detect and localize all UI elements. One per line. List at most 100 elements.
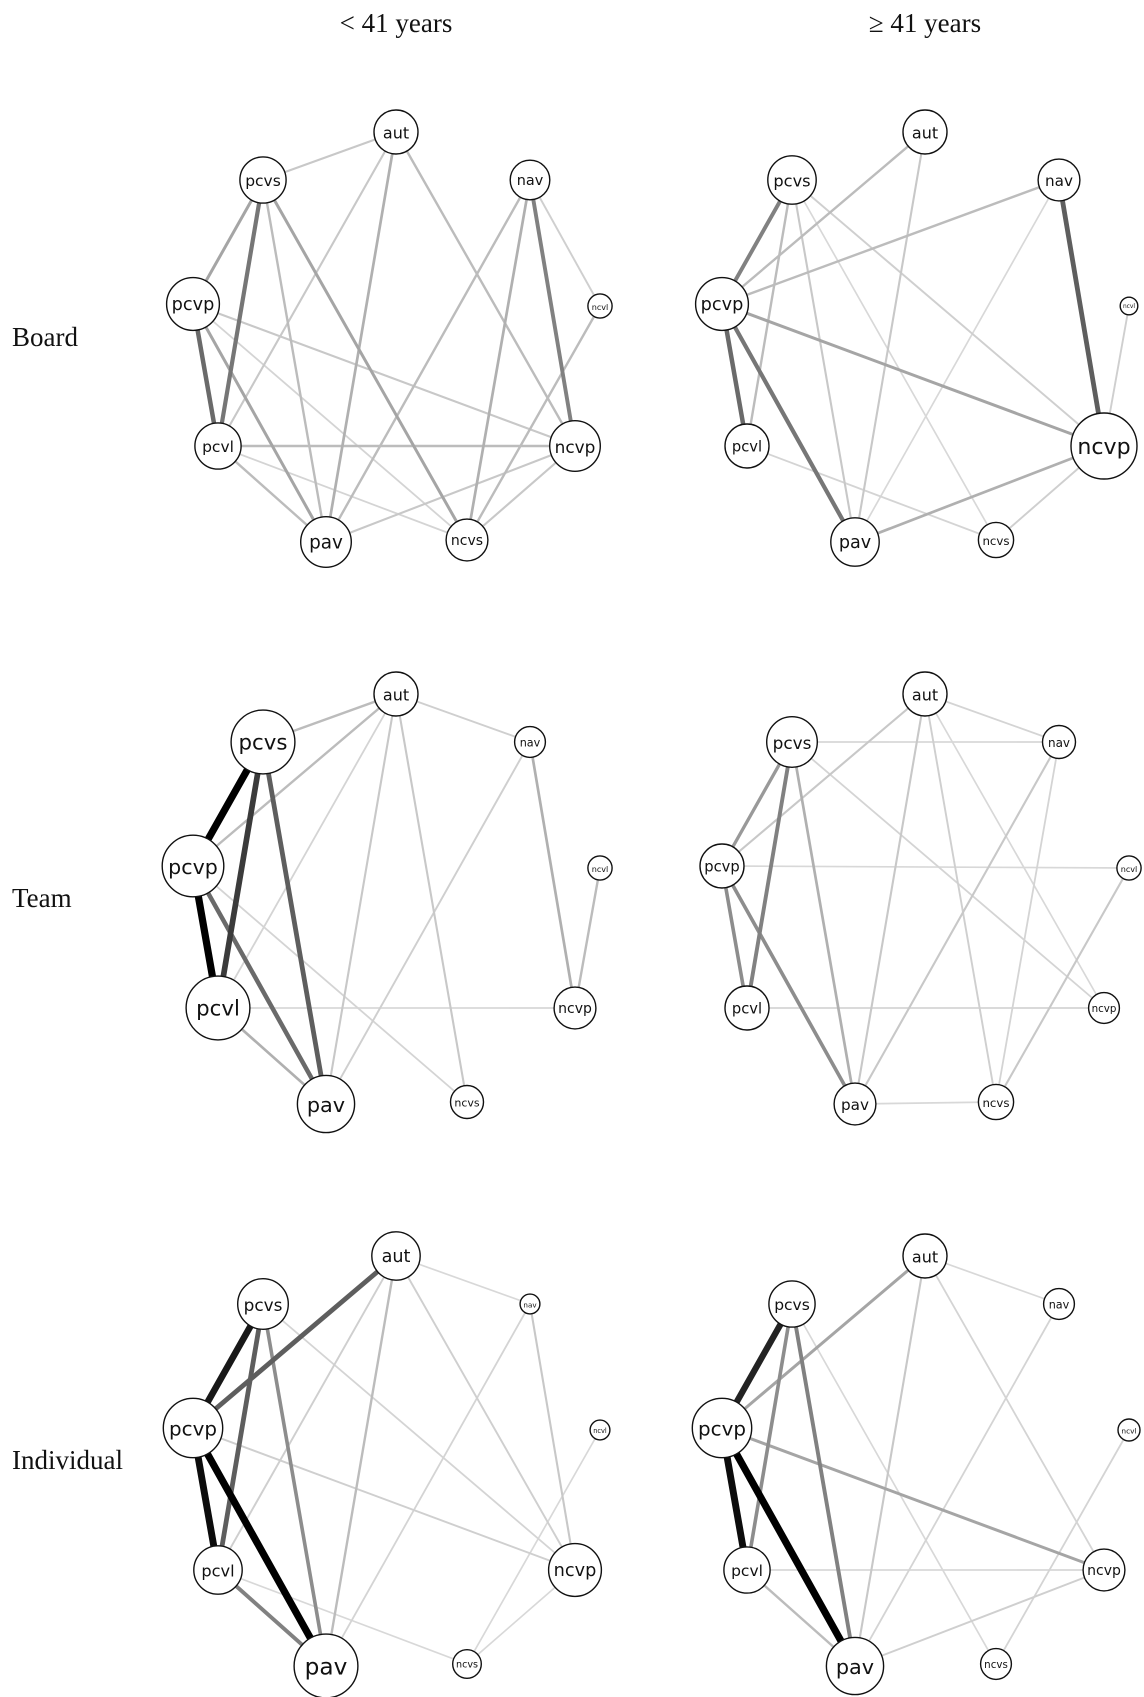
edge-nav-ncvp: [528, 1302, 577, 1572]
edge-pcvp-ncvp: [720, 1426, 1106, 1572]
node-circle: [162, 1397, 224, 1459]
edge-pcvs-pcvl: [215, 177, 266, 449]
node-ncvp: ncvp: [1070, 412, 1138, 480]
node-label: aut: [912, 124, 938, 143]
node-circle: [185, 975, 251, 1041]
node-circle: [519, 1293, 541, 1315]
edge-aut-pav: [853, 130, 927, 544]
node-circle: [371, 1231, 421, 1281]
node-ncvl: ncvl: [1117, 1418, 1141, 1442]
node-label: nav: [1049, 1299, 1070, 1312]
node-circle: [296, 1074, 356, 1134]
node-label: ncvp: [554, 1561, 597, 1581]
edge-pcvl-ncvs: [217, 1569, 468, 1665]
node-label: pcvs: [774, 1296, 810, 1314]
edge-pcvs-pcvl: [215, 739, 266, 1011]
node-label: pav: [841, 1096, 869, 1114]
node-label: pcvs: [239, 731, 288, 756]
edge-aut-pav: [853, 1254, 927, 1668]
edge-pcvs-ncvp: [791, 179, 1105, 447]
node-circle: [1041, 724, 1077, 760]
node-circle: [452, 1648, 483, 1679]
node-circle: [768, 1280, 816, 1328]
node-label: ncvs: [984, 1659, 1008, 1671]
node-circle: [587, 855, 613, 881]
edge-aut-ncvp: [924, 693, 1105, 1009]
edge-pav-ncvp: [324, 444, 577, 544]
node-nav: nav: [513, 725, 547, 759]
node-nav: nav: [1041, 724, 1077, 760]
node-aut: aut: [373, 671, 419, 717]
node-ncvs: ncvs: [452, 1648, 483, 1679]
node-circle: [194, 422, 242, 470]
edge-pcvp-pav: [189, 1424, 330, 1670]
node-label: nav: [517, 173, 544, 189]
node-circle: [1042, 1287, 1076, 1321]
node-label: pcvp: [168, 855, 218, 879]
edge-pcvp-pcvl: [720, 864, 749, 1010]
edge-pcvl-ncvs: [217, 445, 468, 541]
node-nav: nav: [1042, 1287, 1076, 1321]
node-circle: [724, 985, 770, 1031]
edge-pcvp-ncvs: [192, 865, 468, 1103]
node-pcvl: pcvl: [185, 975, 251, 1041]
edge-aut-nav: [924, 1255, 1060, 1305]
node-label: aut: [383, 686, 409, 705]
node-pcvp: pcvp: [691, 1397, 753, 1459]
network-board-under-41: aut nav ncvl ncvp ncvs pav pcvl pcvp pcvs: [165, 109, 613, 569]
edge-aut-ncvp: [394, 130, 577, 448]
edge-aut-pcvp: [720, 1254, 927, 1430]
node-label: ncvl: [593, 1427, 607, 1435]
node-pav: pav: [300, 516, 353, 569]
row-header-team: Team: [12, 883, 72, 913]
node-pcvs: pcvs: [768, 1280, 816, 1328]
node-circle: [723, 1546, 771, 1594]
node-label: ncvs: [456, 1660, 478, 1671]
column-header-under-41: < 41 years: [340, 8, 453, 38]
edge-aut-ncvs: [924, 693, 997, 1103]
edge-aut-pcvp: [720, 130, 927, 306]
node-label: ncvl: [1121, 864, 1138, 874]
node-circle: [833, 1082, 877, 1126]
node-circle: [449, 1084, 485, 1120]
edge-pcvs-ncvp: [262, 1303, 576, 1571]
node-circle: [766, 716, 819, 769]
node-label: pav: [839, 533, 871, 553]
edge-pcvs-ncvs: [261, 178, 469, 542]
edge-pcvs-pav: [790, 740, 857, 1106]
node-circle: [165, 276, 221, 332]
node-circle: [373, 671, 419, 717]
edge-aut-pcvl: [217, 1255, 397, 1571]
node-label: ncvs: [982, 1096, 1009, 1110]
node-label: aut: [912, 686, 938, 705]
node-ncvs: ncvs: [977, 1083, 1015, 1121]
node-circle: [445, 518, 489, 562]
edge-nav-ncvl: [529, 179, 601, 307]
node-circle: [767, 155, 817, 205]
edge-aut-nav: [395, 693, 531, 743]
node-pav: pav: [833, 1082, 877, 1126]
edge-pcvs-ncvs: [791, 1303, 997, 1665]
node-circle: [587, 293, 613, 319]
node-circle: [239, 156, 287, 204]
edge-pcvp-pav: [720, 864, 857, 1106]
node-pcvl: pcvl: [724, 423, 770, 469]
edge-nav-pav: [854, 1303, 1060, 1667]
edge-nav-ncvp: [1056, 177, 1107, 449]
edge-nav-pav: [854, 179, 1060, 543]
edge-pav-ncvp: [853, 444, 1106, 544]
node-circle: [230, 709, 296, 775]
node-label: ncvs: [982, 534, 1009, 548]
node-label: ncvp: [1092, 1003, 1117, 1015]
node-pcvl: pcvl: [194, 422, 242, 470]
edge-aut-pav: [853, 692, 927, 1106]
edge-pcvp-ncvp: [191, 302, 577, 448]
network-individual-41-and-over: aut nav ncvl ncvp ncvs pav pcvl pcvp pcvs: [691, 1233, 1141, 1696]
row-header-individual: Individual: [12, 1445, 123, 1475]
node-label: pcvl: [196, 997, 240, 1022]
node-label: pav: [309, 533, 343, 554]
node-circle: [1087, 991, 1121, 1025]
node-ncvs: ncvs: [977, 521, 1015, 559]
node-pcvs: pcvs: [766, 716, 819, 769]
edge-ncvl-ncvp: [573, 866, 602, 1010]
